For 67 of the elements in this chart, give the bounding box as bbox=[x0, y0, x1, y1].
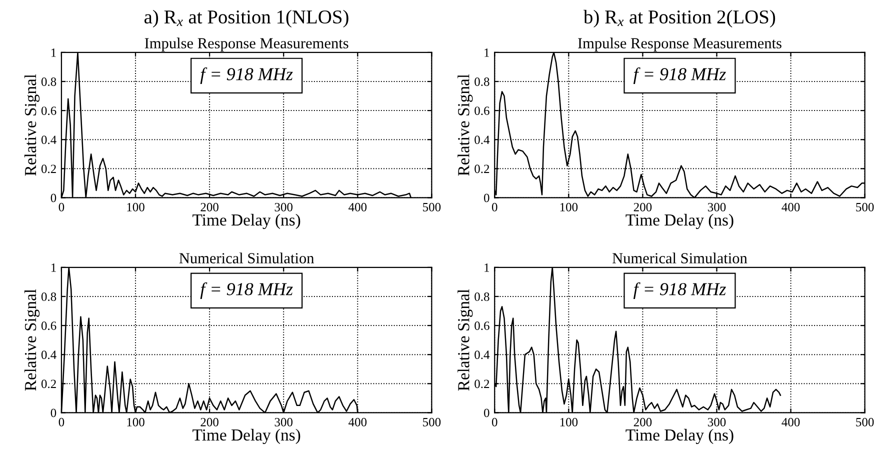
x-axis-title: Time Delay (ns) bbox=[192, 428, 300, 444]
x-tick-label: 500 bbox=[423, 418, 441, 426]
chart-title: a) R$_{x}$ at Position 1(NLOS) bbox=[144, 10, 348, 28]
x-tick-label: 0 bbox=[492, 202, 498, 212]
x-axis-title: Time Delay (ns) bbox=[626, 428, 734, 444]
y-tick-label: 1 bbox=[484, 48, 489, 57]
y-tick-label: 1 bbox=[484, 264, 489, 272]
x-tick-label: 200 bbox=[634, 202, 652, 212]
y-tick-label: 0.8 bbox=[474, 292, 490, 301]
x-tick-label: 500 bbox=[423, 202, 441, 212]
y-tick-label: 0.2 bbox=[474, 164, 490, 174]
x-axis-title: Time Delay (ns) bbox=[626, 214, 734, 230]
x-tick-label: 300 bbox=[274, 202, 292, 212]
y-tick-label: 0.2 bbox=[474, 380, 490, 388]
y-tick-label: 0.6 bbox=[474, 322, 490, 330]
x-tick-label: 400 bbox=[348, 202, 367, 212]
x-tick-label: 100 bbox=[127, 202, 144, 212]
x-tick-label: 300 bbox=[708, 202, 726, 212]
y-tick-label: 0.2 bbox=[41, 380, 56, 388]
y-tick-label: 0.4 bbox=[474, 350, 490, 360]
x-tick-label: 500 bbox=[856, 202, 874, 212]
x-tick-label: 200 bbox=[200, 202, 218, 212]
line-series bbox=[494, 52, 865, 198]
annotation: f = 918 MHz bbox=[633, 67, 726, 84]
y-tick-label: 0.6 bbox=[41, 106, 56, 116]
y-tick-label: 1 bbox=[51, 264, 56, 272]
annotation: f = 918 MHz bbox=[633, 282, 726, 299]
y-tick-label: 0 bbox=[484, 194, 490, 202]
x-tick-label: 200 bbox=[634, 418, 652, 426]
chart-title: Numerical Simulation bbox=[612, 252, 748, 264]
y-tick-label: 1 bbox=[51, 48, 56, 57]
x-tick-label: 300 bbox=[274, 418, 292, 426]
y-axis-title: Relative Signal bbox=[24, 74, 40, 176]
y-tick-label: 0.2 bbox=[41, 164, 56, 174]
x-tick-label: 0 bbox=[58, 418, 64, 426]
chart-title: b) R$_{x}$ at Position 2(LOS) bbox=[583, 10, 776, 28]
y-tick-label: 0.4 bbox=[41, 350, 56, 360]
chart-subtitle: Impulse Response Measurements bbox=[144, 38, 348, 52]
y-tick-label: 0.6 bbox=[41, 322, 56, 330]
chart-subtitle: Impulse Response Measurements bbox=[578, 38, 782, 52]
y-tick-label: 0.8 bbox=[474, 78, 490, 86]
y-axis-title: Relative Signal bbox=[458, 289, 473, 391]
y-tick-label: 0.4 bbox=[474, 136, 490, 144]
y-tick-label: 0 bbox=[50, 194, 56, 202]
y-tick-label: 0 bbox=[484, 408, 490, 418]
x-tick-label: 0 bbox=[492, 418, 498, 426]
x-tick-label: 400 bbox=[782, 418, 800, 426]
x-tick-label: 100 bbox=[127, 418, 144, 426]
y-axis-title: Relative Signal bbox=[24, 289, 40, 391]
x-tick-label: 500 bbox=[856, 418, 874, 426]
y-tick-label: 0.8 bbox=[41, 292, 56, 301]
y-axis-title: Relative Signal bbox=[458, 74, 473, 176]
annotation: f = 918 MHz bbox=[200, 282, 293, 299]
x-tick-label: 300 bbox=[708, 418, 726, 426]
x-tick-label: 100 bbox=[560, 418, 578, 426]
annotation: f = 918 MHz bbox=[200, 67, 293, 84]
x-tick-label: 400 bbox=[782, 202, 800, 212]
y-tick-label: 0 bbox=[50, 408, 56, 418]
y-tick-label: 0.4 bbox=[41, 136, 56, 144]
x-tick-label: 100 bbox=[560, 202, 578, 212]
x-tick-label: 400 bbox=[348, 418, 367, 426]
y-tick-label: 0.8 bbox=[41, 78, 56, 86]
x-tick-label: 0 bbox=[58, 202, 64, 212]
x-tick-label: 200 bbox=[200, 418, 218, 426]
x-axis-title: Time Delay (ns) bbox=[192, 214, 300, 230]
y-tick-label: 0.6 bbox=[474, 106, 490, 116]
chart-title: Numerical Simulation bbox=[179, 252, 314, 264]
